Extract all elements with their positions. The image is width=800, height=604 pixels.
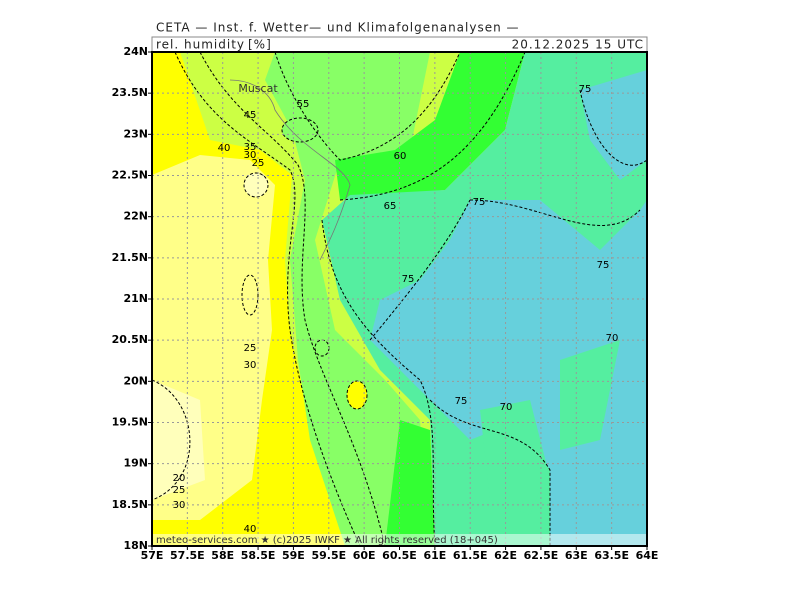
footer-band bbox=[153, 534, 646, 545]
variable: rel. humidity bbox=[156, 38, 245, 52]
contour-labels: 55 45 40 35 30 25 60 65 75 75 75 75 25 3… bbox=[173, 84, 619, 535]
x-tick-label: 57E bbox=[141, 549, 164, 562]
contour-label: 75 bbox=[473, 197, 486, 208]
unit: [%] bbox=[248, 38, 272, 52]
y-tick-label: 21N bbox=[123, 292, 148, 305]
title: CETA — Inst. f. Wetter— und Klimafolgena… bbox=[156, 21, 520, 35]
contour-label: 65 bbox=[384, 201, 397, 212]
y-tick-label: 18N bbox=[123, 539, 148, 552]
y-tick-label: 19.5N bbox=[112, 416, 148, 429]
x-tick-label: 62E bbox=[494, 549, 517, 562]
contour-label: 75 bbox=[597, 260, 610, 271]
graticule bbox=[152, 52, 647, 546]
x-tick-label: 62.5E bbox=[524, 549, 559, 562]
contour-label: 25 bbox=[173, 485, 186, 496]
x-tick-label: 61E bbox=[423, 549, 446, 562]
y-tick-label: 23N bbox=[123, 127, 148, 140]
y-tick-label: 18.5N bbox=[112, 498, 148, 511]
contour-label: 75 bbox=[579, 84, 592, 95]
city-label: Muscat bbox=[238, 82, 278, 95]
x-tick-label: 60E bbox=[353, 549, 376, 562]
y-tick-label: 21.5N bbox=[112, 251, 148, 264]
x-tick-label: 59.5E bbox=[311, 549, 346, 562]
contour-label: 60 bbox=[394, 151, 407, 162]
contour-label: 30 bbox=[244, 360, 257, 371]
x-tick-label: 61.5E bbox=[453, 549, 488, 562]
y-tick-label: 20.5N bbox=[112, 333, 148, 346]
contour-label: 75 bbox=[455, 396, 468, 407]
x-tick-label: 57.5E bbox=[170, 549, 205, 562]
contour-label: 30 bbox=[244, 150, 257, 161]
contour-label: 70 bbox=[606, 333, 619, 344]
y-tick-label: 22.5N bbox=[112, 169, 148, 182]
y-tick-label: 20N bbox=[123, 374, 148, 387]
contour-label: 75 bbox=[402, 274, 415, 285]
contour-label: 35 bbox=[244, 142, 257, 153]
x-tick-label: 58E bbox=[211, 549, 234, 562]
x-tick-label: 64E bbox=[636, 549, 659, 562]
x-tick-label: 63E bbox=[565, 549, 588, 562]
x-tick-label: 59E bbox=[282, 549, 305, 562]
contour-label: 40 bbox=[218, 143, 231, 154]
x-tick-label: 58.5E bbox=[241, 549, 276, 562]
contour-label: 30 bbox=[173, 500, 186, 511]
y-tick-label: 19N bbox=[123, 457, 148, 470]
contour-label: 70 bbox=[500, 402, 513, 413]
contour-label: 55 bbox=[297, 99, 310, 110]
contour-label: 25 bbox=[244, 343, 257, 354]
y-tick-label: 24N bbox=[123, 45, 148, 58]
x-tick-label: 60.5E bbox=[382, 549, 417, 562]
y-tick-label: 22N bbox=[123, 210, 148, 223]
footer: meteo-services.com ★ (c)2025 IWKF ★ All … bbox=[156, 535, 498, 546]
contour-label: 40 bbox=[244, 524, 257, 535]
contour-label: 20 bbox=[173, 473, 186, 484]
contour-label: 25 bbox=[252, 158, 265, 169]
contour-label: 45 bbox=[244, 110, 257, 121]
valid-time: 20.12.2025 15 UTC bbox=[512, 38, 644, 52]
x-tick-label: 63.5E bbox=[594, 549, 629, 562]
y-tick-label: 23.5N bbox=[112, 86, 148, 99]
